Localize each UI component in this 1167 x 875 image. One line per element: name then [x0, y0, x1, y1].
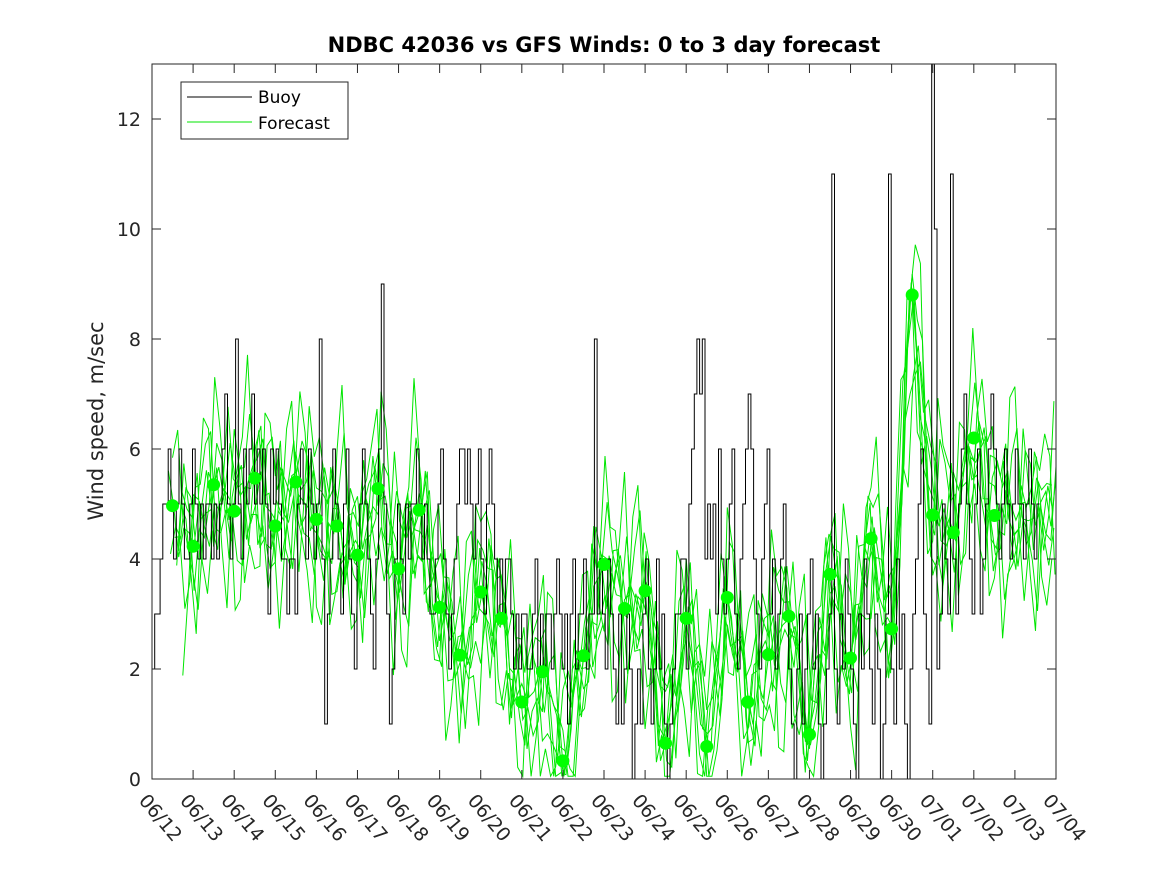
forecast-marker [392, 562, 405, 576]
y-tick-label: 12 [117, 109, 141, 131]
forecast-marker [741, 695, 755, 709]
forecast-marker [268, 519, 282, 533]
forecast-marker [227, 504, 241, 518]
forecast-marker [987, 509, 1001, 522]
forecast-marker [309, 512, 323, 526]
y-axis: 0 2 4 6 8 10 12 [117, 109, 1056, 791]
forecast-marker [720, 591, 734, 604]
forecast-marker [186, 539, 200, 553]
y-tick-label: 10 [117, 219, 141, 241]
forecast-marker [659, 736, 673, 750]
forecast-marker [494, 611, 508, 625]
forecast-marker [577, 649, 590, 663]
forecast-marker [535, 665, 549, 679]
forecast-marker [207, 478, 221, 492]
forecast-marker [823, 567, 837, 581]
forecast-marker [453, 648, 467, 662]
buoy-line [152, 64, 1040, 779]
forecast-marker [597, 558, 611, 571]
forecast-marker [946, 526, 960, 540]
y-tick-label: 2 [129, 659, 141, 681]
forecast-markers [166, 288, 1001, 768]
y-axis-label: Wind speed, m/sec [84, 321, 108, 520]
forecast-run-line [176, 282, 1056, 778]
legend-box [180, 81, 349, 140]
forecast-marker [248, 471, 262, 485]
forecast-marker [618, 602, 631, 615]
forecast-marker [351, 548, 364, 562]
legend: Buoy Forecast [180, 81, 349, 140]
forecast-marker [371, 482, 385, 496]
forecast-marker [679, 611, 693, 625]
forecast-marker [905, 288, 919, 302]
forecast-marker [556, 754, 570, 768]
forecast-marker [166, 499, 179, 513]
legend-buoy-label: Buoy [258, 88, 301, 108]
forecast-marker [885, 622, 899, 636]
buoy-series [152, 64, 1040, 779]
forecast-marker [782, 609, 796, 623]
forecast-marker [474, 585, 488, 599]
forecast-marker [515, 695, 529, 709]
forecast-marker [761, 648, 775, 662]
forecast-marker [926, 508, 940, 522]
forecast-marker [433, 600, 447, 614]
forecast-marker [700, 740, 714, 753]
forecast-marker [330, 519, 344, 533]
forecast-marker [803, 728, 816, 741]
y-tick-label: 0 [129, 769, 141, 791]
y-tick-label: 4 [129, 549, 141, 571]
legend-forecast-label: Forecast [258, 114, 330, 134]
forecast-run-line [180, 244, 1055, 778]
forecast-marker [289, 475, 303, 489]
chart-title: NDBC 42036 vs GFS Winds: 0 to 3 day fore… [328, 33, 881, 57]
y-tick-label: 8 [129, 329, 141, 351]
forecast-marker [844, 651, 857, 665]
y-tick-label: 6 [129, 439, 141, 461]
forecast-marker [864, 532, 878, 546]
forecast-marker [412, 503, 426, 517]
forecast-marker [967, 431, 981, 445]
forecast-marker [638, 584, 652, 598]
